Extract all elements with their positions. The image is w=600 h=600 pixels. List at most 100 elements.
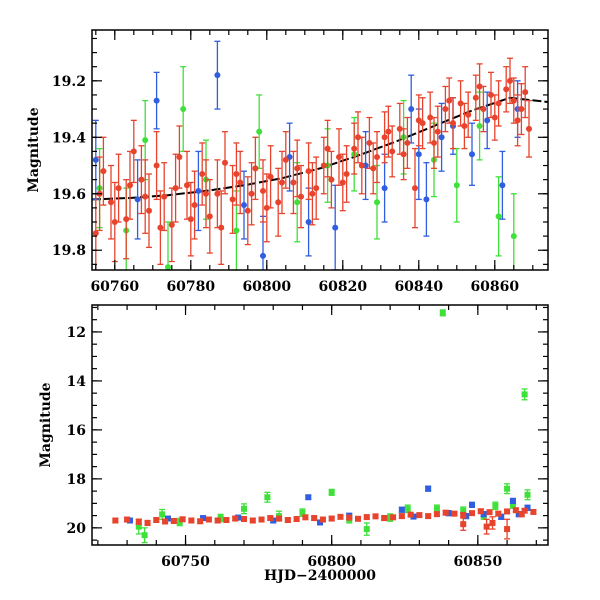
data-point bbox=[337, 513, 344, 520]
data-point bbox=[157, 190, 164, 266]
x-tick-label: 60850 bbox=[453, 554, 502, 570]
data-point bbox=[176, 125, 183, 189]
data-point bbox=[484, 91, 491, 150]
data-point bbox=[512, 507, 519, 514]
data-point bbox=[111, 181, 118, 263]
data-point bbox=[311, 515, 318, 522]
plot-frame bbox=[91, 29, 549, 271]
x-tick-label: 60820 bbox=[318, 279, 367, 295]
data-point bbox=[319, 516, 326, 523]
y-axis-title: Magnitude bbox=[38, 382, 54, 467]
data-point bbox=[162, 518, 169, 525]
data-point bbox=[241, 503, 247, 515]
data-point bbox=[294, 139, 301, 198]
x-tick-label: 60760 bbox=[90, 279, 139, 295]
data-point bbox=[439, 309, 446, 317]
data-point bbox=[389, 125, 396, 178]
data-point bbox=[214, 159, 221, 229]
data-point bbox=[336, 128, 342, 186]
x-tick-label: 60750 bbox=[161, 554, 210, 570]
data-point bbox=[504, 518, 511, 540]
plot-area bbox=[92, 40, 548, 270]
data-point bbox=[263, 173, 270, 243]
data-point bbox=[477, 508, 484, 515]
data-point bbox=[222, 130, 228, 195]
data-point bbox=[362, 130, 369, 201]
data-point bbox=[339, 153, 346, 212]
data-point bbox=[438, 102, 445, 172]
data-point bbox=[127, 150, 133, 220]
data-point bbox=[168, 187, 175, 263]
y-tick-label: 19.4 bbox=[52, 130, 86, 146]
data-point bbox=[419, 97, 426, 150]
bottom-panel: 60750 60800 60850 12 14 16 18 20 Magnitude HJD−24… bbox=[38, 304, 549, 584]
data-point bbox=[248, 162, 255, 226]
data-point bbox=[450, 97, 456, 150]
data-point bbox=[398, 513, 405, 520]
data-point bbox=[195, 150, 202, 232]
data-point bbox=[161, 162, 168, 232]
data-point bbox=[130, 119, 137, 184]
data-point bbox=[142, 159, 149, 234]
x-axis-title: HJD−2400000 bbox=[264, 568, 376, 584]
data-point bbox=[179, 516, 186, 523]
data-point bbox=[503, 66, 510, 113]
data-point bbox=[431, 116, 437, 170]
data-point bbox=[138, 145, 145, 215]
data-point bbox=[453, 147, 460, 223]
data-point bbox=[170, 518, 177, 524]
data-point bbox=[381, 111, 388, 164]
y-tick-label: 19.8 bbox=[52, 243, 86, 259]
y-tick-label: 18 bbox=[67, 472, 86, 488]
data-point bbox=[446, 77, 453, 124]
data-point bbox=[381, 153, 388, 223]
data-point bbox=[305, 494, 312, 501]
data-point bbox=[112, 517, 119, 524]
y-tick-label: 19.2 bbox=[52, 74, 86, 90]
data-point bbox=[305, 142, 312, 201]
data-point bbox=[141, 527, 148, 544]
data-point bbox=[491, 94, 498, 141]
data-point bbox=[451, 510, 458, 517]
data-point bbox=[433, 511, 440, 518]
data-point bbox=[343, 145, 350, 203]
data-point bbox=[363, 514, 370, 521]
data-point bbox=[469, 510, 475, 517]
data-point bbox=[370, 142, 377, 195]
data-point bbox=[302, 514, 309, 521]
data-point bbox=[510, 193, 517, 270]
data-point bbox=[244, 176, 251, 246]
model-curve bbox=[92, 96, 548, 201]
data-point bbox=[404, 504, 411, 514]
data-point bbox=[214, 40, 221, 110]
data-point bbox=[495, 510, 502, 517]
y-tick-label: 19.6 bbox=[52, 187, 86, 203]
data-point bbox=[472, 74, 479, 122]
data-point bbox=[400, 128, 407, 181]
data-point bbox=[416, 512, 423, 519]
data-point bbox=[407, 511, 414, 518]
data-point bbox=[396, 102, 403, 155]
data-point bbox=[469, 501, 475, 508]
data-point bbox=[159, 508, 166, 520]
data-point bbox=[385, 105, 392, 158]
y-tick-label: 12 bbox=[67, 325, 86, 341]
data-point bbox=[518, 511, 525, 518]
data-point bbox=[489, 516, 496, 530]
data-point bbox=[355, 515, 361, 522]
data-point bbox=[320, 136, 327, 195]
data-point bbox=[363, 522, 370, 536]
data-point bbox=[199, 142, 206, 206]
data-point bbox=[522, 66, 529, 119]
data-point bbox=[309, 162, 316, 226]
data-point bbox=[404, 116, 411, 170]
data-point bbox=[372, 513, 379, 520]
data-point bbox=[290, 150, 297, 215]
data-point bbox=[313, 156, 320, 220]
data-point bbox=[232, 515, 239, 522]
data-point bbox=[324, 119, 331, 178]
data-point bbox=[492, 501, 499, 511]
data-point bbox=[135, 518, 142, 525]
data-point bbox=[390, 514, 397, 521]
data-point bbox=[282, 130, 289, 189]
